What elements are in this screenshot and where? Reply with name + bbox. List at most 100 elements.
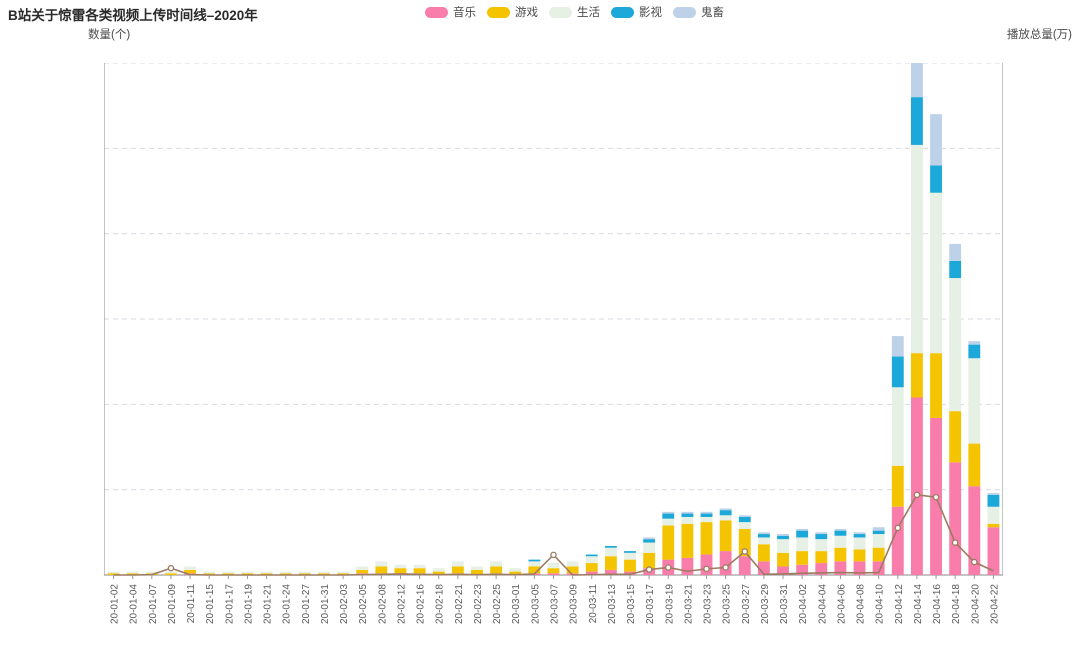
bar-segment[interactable] xyxy=(643,537,656,540)
bar-segment[interactable] xyxy=(719,510,732,516)
bar-segment[interactable] xyxy=(145,571,158,574)
bar-segment[interactable] xyxy=(815,551,828,564)
bar-segment[interactable] xyxy=(126,573,139,575)
bar-segment[interactable] xyxy=(872,534,885,548)
legend-item-游戏[interactable]: 游戏 xyxy=(487,4,538,20)
bar-segment[interactable] xyxy=(356,569,369,574)
bar-segment[interactable] xyxy=(757,544,770,562)
legend-item-音乐[interactable]: 音乐 xyxy=(425,4,476,20)
bar-segment[interactable] xyxy=(853,561,866,575)
bar-segment[interactable] xyxy=(451,561,464,567)
bar-segment[interactable] xyxy=(738,516,751,523)
bar-segment[interactable] xyxy=(528,559,541,562)
bar-segment[interactable] xyxy=(930,114,942,166)
bar-segment[interactable] xyxy=(624,552,636,560)
bar-segment[interactable] xyxy=(968,358,981,444)
bar-segment[interactable] xyxy=(834,530,847,536)
bar-segment[interactable] xyxy=(451,566,464,574)
bar-segment[interactable] xyxy=(662,511,675,514)
bar-segment[interactable] xyxy=(987,493,1000,495)
bar-segment[interactable] xyxy=(566,566,579,574)
bar-segment[interactable] xyxy=(184,566,196,570)
bar-segment[interactable] xyxy=(509,568,522,572)
bar-segment[interactable] xyxy=(490,566,503,574)
bar-segment[interactable] xyxy=(891,356,904,388)
bar-segment[interactable] xyxy=(834,547,847,562)
bar-segment[interactable] xyxy=(777,566,789,575)
bar-segment[interactable] xyxy=(757,532,770,535)
line-marker[interactable] xyxy=(741,548,749,555)
bar-segment[interactable] xyxy=(337,571,350,574)
legend-item-影视[interactable]: 影视 xyxy=(611,4,662,20)
bar-segment[interactable] xyxy=(872,547,885,562)
bar-segment[interactable] xyxy=(509,571,522,575)
bar-segment[interactable] xyxy=(738,522,751,529)
bar-segment[interactable] xyxy=(585,571,598,575)
bar-segment[interactable] xyxy=(547,568,560,574)
legend-item-生活[interactable]: 生活 xyxy=(549,4,600,20)
bar-segment[interactable] xyxy=(700,511,713,514)
bar-segment[interactable] xyxy=(394,568,407,574)
bar-segment[interactable] xyxy=(911,397,923,575)
bar-segment[interactable] xyxy=(968,344,981,359)
bar-segment[interactable] xyxy=(490,561,503,567)
bar-segment[interactable] xyxy=(413,568,426,574)
line-marker[interactable] xyxy=(167,564,175,572)
bar-segment[interactable] xyxy=(585,556,598,564)
bar-segment[interactable] xyxy=(471,566,483,570)
bar-segment[interactable] xyxy=(547,563,560,569)
bar-segment[interactable] xyxy=(700,554,713,575)
bar-segment[interactable] xyxy=(260,573,273,575)
bar-segment[interactable] xyxy=(585,554,598,557)
bar-segment[interactable] xyxy=(375,566,388,574)
line-marker[interactable] xyxy=(645,566,653,573)
bar-segment[interactable] xyxy=(107,573,120,575)
bar-segment[interactable] xyxy=(471,569,483,575)
bar-segment[interactable] xyxy=(968,443,981,487)
bar-segment[interactable] xyxy=(930,353,942,418)
bar-segment[interactable] xyxy=(815,534,828,540)
bar-segment[interactable] xyxy=(891,387,904,466)
bar-segment[interactable] xyxy=(643,539,656,543)
bar-segment[interactable] xyxy=(107,571,120,574)
bar-segment[interactable] xyxy=(738,556,751,575)
bar-segment[interactable] xyxy=(566,561,579,567)
bar-segment[interactable] xyxy=(949,260,962,279)
bar-segment[interactable] xyxy=(700,522,713,555)
bar-segment[interactable] xyxy=(911,144,923,354)
bar-segment[interactable] xyxy=(662,518,675,526)
bar-segment[interactable] xyxy=(604,545,617,548)
bar-segment[interactable] xyxy=(432,571,445,575)
bar-segment[interactable] xyxy=(949,411,962,463)
line-marker[interactable] xyxy=(550,551,557,559)
bar-segment[interactable] xyxy=(891,336,904,357)
bar-segment[interactable] xyxy=(911,353,923,398)
bar-segment[interactable] xyxy=(834,535,847,548)
bar-segment[interactable] xyxy=(413,564,426,569)
bar-segment[interactable] xyxy=(853,534,866,538)
bar-segment[interactable] xyxy=(279,571,292,574)
line-marker[interactable] xyxy=(971,558,978,566)
bar-segment[interactable] xyxy=(719,515,732,521)
bar-segment[interactable] xyxy=(891,465,904,507)
bar-segment[interactable] xyxy=(949,278,962,412)
bar-segment[interactable] xyxy=(222,571,235,574)
bar-segment[interactable] xyxy=(987,506,1000,524)
bar-segment[interactable] xyxy=(815,532,828,535)
bar-segment[interactable] xyxy=(738,515,751,517)
bar-segment[interactable] xyxy=(738,528,751,557)
bar-segment[interactable] xyxy=(604,569,617,575)
bar-segment[interactable] xyxy=(719,551,732,575)
line-marker[interactable] xyxy=(951,539,959,546)
bar-segment[interactable] xyxy=(643,552,656,569)
bar-segment[interactable] xyxy=(662,513,675,519)
bar-segment[interactable] xyxy=(968,341,981,345)
bar-segment[interactable] xyxy=(891,506,904,575)
bar-segment[interactable] xyxy=(585,563,598,572)
bar-segment[interactable] xyxy=(624,559,636,572)
bar-segment[interactable] xyxy=(815,539,828,552)
bar-segment[interactable] xyxy=(337,573,350,575)
bar-segment[interactable] xyxy=(279,573,292,575)
line-marker[interactable] xyxy=(722,564,729,571)
bar-segment[interactable] xyxy=(318,571,330,574)
